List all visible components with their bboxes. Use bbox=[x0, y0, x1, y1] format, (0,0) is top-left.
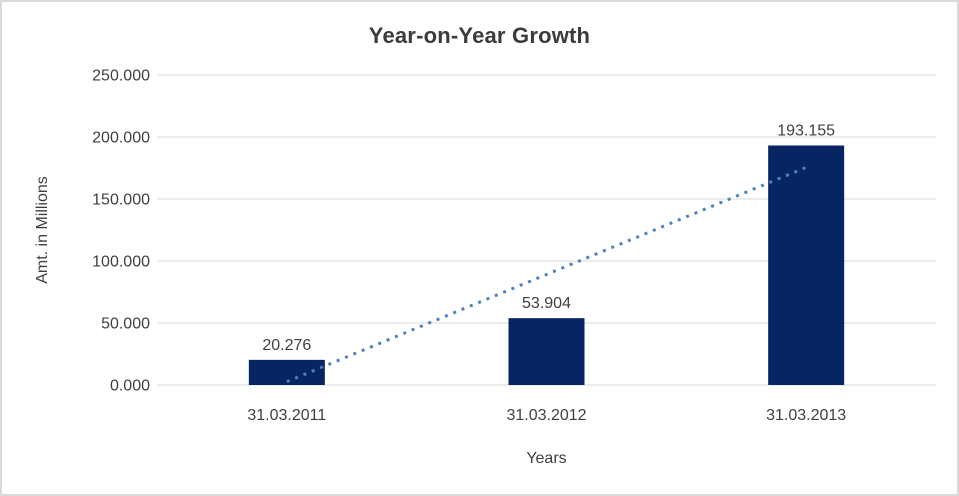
y-axis-title: Amt. in Millions bbox=[34, 176, 51, 284]
x-axis-title: Years bbox=[526, 450, 567, 467]
y-tick-label: 0.000 bbox=[110, 378, 150, 395]
y-tick-label: 100.000 bbox=[92, 254, 150, 271]
data-label: 20.276 bbox=[262, 337, 311, 354]
x-tick-label: 31.03.2013 bbox=[766, 407, 846, 424]
y-tick-label: 250.000 bbox=[92, 68, 150, 85]
y-tick-label: 150.000 bbox=[92, 192, 150, 209]
data-label: 193.155 bbox=[777, 122, 835, 139]
trendline bbox=[286, 165, 807, 384]
bar bbox=[508, 318, 585, 385]
chart-title: Year-on-Year Growth bbox=[368, 23, 591, 48]
bar bbox=[768, 145, 845, 385]
y-tick-label: 50.000 bbox=[101, 316, 150, 333]
x-tick-label: 31.03.2012 bbox=[506, 407, 586, 424]
x-tick-label: 31.03.2011 bbox=[247, 407, 326, 424]
data-label: 53.904 bbox=[522, 295, 571, 312]
y-tick-label: 200.000 bbox=[92, 130, 150, 147]
